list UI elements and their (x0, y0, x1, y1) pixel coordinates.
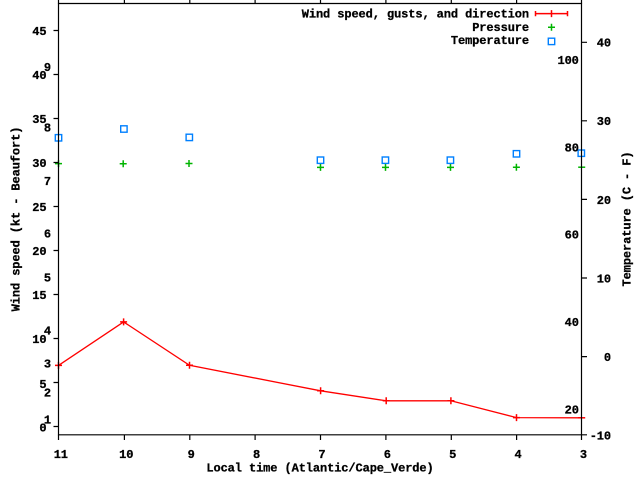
svg-text:40: 40 (32, 69, 46, 83)
svg-text:8: 8 (253, 448, 260, 462)
svg-text:3: 3 (44, 357, 51, 371)
svg-text:7: 7 (44, 175, 51, 189)
svg-text:Temperature: Temperature (451, 34, 529, 48)
svg-text:0: 0 (604, 351, 611, 365)
svg-text:11: 11 (54, 448, 68, 462)
svg-text:9: 9 (44, 61, 51, 75)
svg-text:80: 80 (565, 141, 579, 155)
svg-text:Local time (Atlantic/Cape_Verd: Local time (Atlantic/Cape_Verde) (206, 462, 433, 476)
svg-text:20: 20 (597, 194, 611, 208)
svg-text:8: 8 (44, 122, 51, 136)
svg-text:40: 40 (597, 37, 611, 51)
svg-text:10: 10 (597, 272, 611, 286)
svg-text:Wind speed, gusts, and directi: Wind speed, gusts, and direction (302, 8, 529, 22)
svg-text:9: 9 (188, 448, 195, 462)
svg-text:-10: -10 (590, 430, 611, 444)
svg-text:35: 35 (32, 113, 46, 127)
svg-text:5: 5 (44, 271, 51, 285)
svg-text:Temperature (C - F): Temperature (C - F) (621, 152, 635, 287)
svg-text:10: 10 (32, 333, 46, 347)
svg-text:100: 100 (557, 54, 578, 68)
svg-text:15: 15 (32, 289, 46, 303)
svg-text:6: 6 (44, 227, 51, 241)
svg-text:25: 25 (32, 201, 46, 215)
svg-text:5: 5 (449, 448, 456, 462)
svg-text:30: 30 (32, 157, 46, 171)
svg-text:4: 4 (514, 448, 521, 462)
svg-text:20: 20 (32, 245, 46, 259)
svg-text:Pressure: Pressure (472, 21, 529, 35)
svg-text:1: 1 (44, 414, 51, 428)
svg-text:3: 3 (580, 448, 587, 462)
svg-text:5: 5 (39, 378, 46, 392)
svg-text:Wind speed (kt - Beaufort): Wind speed (kt - Beaufort) (10, 127, 24, 312)
svg-text:30: 30 (597, 115, 611, 129)
svg-text:20: 20 (565, 403, 579, 417)
svg-text:4: 4 (44, 324, 51, 338)
svg-text:45: 45 (32, 25, 46, 39)
svg-text:6: 6 (384, 448, 391, 462)
svg-text:60: 60 (565, 229, 579, 243)
svg-text:7: 7 (318, 448, 325, 462)
svg-text:10: 10 (119, 448, 133, 462)
svg-text:0: 0 (39, 422, 46, 436)
svg-text:40: 40 (565, 316, 579, 330)
svg-text:2: 2 (44, 387, 51, 401)
